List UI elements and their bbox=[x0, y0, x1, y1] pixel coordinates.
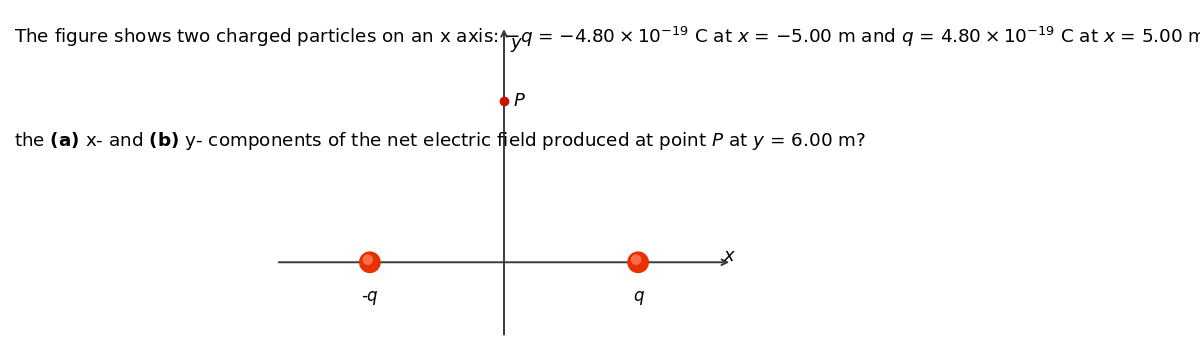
Text: x: x bbox=[724, 247, 734, 265]
Text: the $\mathbf{(a)}$ x- and $\mathbf{(b)}$ y- components of the net electric field: the $\mathbf{(a)}$ x- and $\mathbf{(b)}$… bbox=[14, 130, 866, 152]
Text: -q: -q bbox=[361, 287, 378, 305]
Circle shape bbox=[364, 255, 372, 264]
Circle shape bbox=[360, 252, 380, 273]
Text: y: y bbox=[511, 34, 521, 52]
Text: P: P bbox=[514, 92, 524, 110]
Circle shape bbox=[628, 252, 648, 273]
Text: q: q bbox=[632, 287, 643, 305]
Circle shape bbox=[631, 255, 641, 264]
Text: The figure shows two charged particles on an x axis: $-q$ = $-4.80 \times 10^{-1: The figure shows two charged particles o… bbox=[14, 25, 1200, 49]
